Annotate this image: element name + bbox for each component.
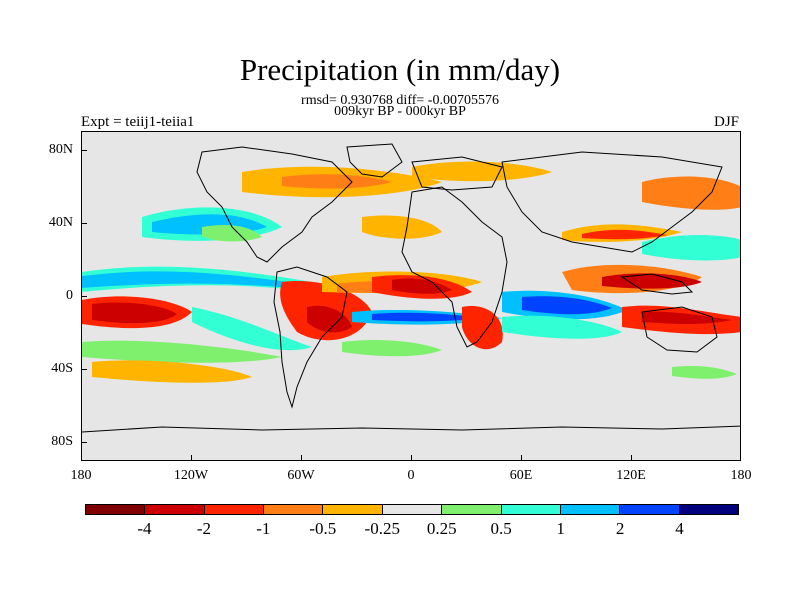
experiment-label: Expt = teiij1-teiia1 — [81, 114, 195, 130]
season-label: DJF — [713, 114, 739, 130]
y-tick-label: 40S — [51, 361, 73, 376]
greenland-coast — [346, 143, 403, 178]
colorbar-label: 0.5 — [490, 519, 512, 538]
asia-coast — [501, 151, 723, 253]
x-tick-label: 60W — [287, 468, 315, 483]
y-tick — [81, 223, 87, 224]
x-tick-label: 120E — [616, 468, 646, 483]
colorbar-label: -2 — [196, 519, 211, 538]
europe-coast — [411, 156, 503, 191]
colorbar-box — [560, 505, 621, 514]
x-tick-label: 120W — [173, 468, 209, 483]
y-tick — [81, 150, 87, 151]
y-tick-label: 80S — [51, 434, 73, 449]
x-tick-label: 60E — [509, 468, 533, 483]
maritime-continent-coast — [620, 273, 694, 295]
x-tick-label: 0 — [407, 468, 415, 483]
colorbar-box — [382, 505, 443, 514]
map-panel — [81, 131, 741, 461]
y-tick — [81, 296, 87, 297]
y-tick-label: 80N — [48, 142, 73, 157]
australia-coast — [641, 306, 718, 353]
x-tick-label: 180 — [70, 468, 92, 483]
x-tick — [631, 455, 632, 461]
x-tick — [191, 455, 192, 461]
africa-coast — [401, 186, 508, 348]
x-tick — [301, 455, 302, 461]
colorbar-label: 1 — [556, 519, 565, 538]
colorbar-label: -4 — [137, 519, 152, 538]
colorbar-box — [442, 505, 502, 514]
colorbar-box — [204, 505, 265, 514]
colorbar-box — [145, 505, 205, 514]
colorbar-box — [86, 505, 146, 514]
colorbar — [85, 504, 739, 515]
north-america-coast — [196, 146, 353, 263]
colorbar-label: -0.5 — [309, 519, 337, 538]
x-tick — [521, 455, 522, 461]
chart-title: Precipitation (in mm/day) — [239, 52, 561, 87]
y-tick — [81, 369, 87, 370]
chart-subtitle: 009kyr BP - 000kyr BP — [334, 104, 466, 119]
coastlines — [82, 143, 740, 433]
x-tick — [411, 455, 412, 461]
x-tick-label: 180 — [730, 468, 752, 483]
colorbar-box — [264, 505, 324, 514]
colorbar-box — [323, 505, 383, 514]
y-tick-label: 40N — [48, 215, 73, 230]
y-tick-label: 0 — [66, 288, 73, 303]
antarctica-coast — [82, 425, 740, 433]
colorbar-label: 2 — [615, 519, 625, 538]
south-america-coast — [273, 266, 348, 409]
anomaly-fields — [82, 161, 740, 383]
precip-map — [82, 132, 740, 460]
colorbar-label: 4 — [675, 519, 684, 538]
colorbar-label: -1 — [256, 519, 271, 538]
y-tick — [81, 442, 87, 443]
colorbar-label: 0.25 — [426, 519, 457, 538]
colorbar-box — [620, 505, 680, 514]
colorbar-label: -0.25 — [364, 519, 400, 538]
stats-line: rmsd= 0.930768 diff= -0.00705576 — [301, 93, 499, 108]
colorbar-box — [501, 505, 561, 514]
colorbar-box — [679, 505, 738, 514]
